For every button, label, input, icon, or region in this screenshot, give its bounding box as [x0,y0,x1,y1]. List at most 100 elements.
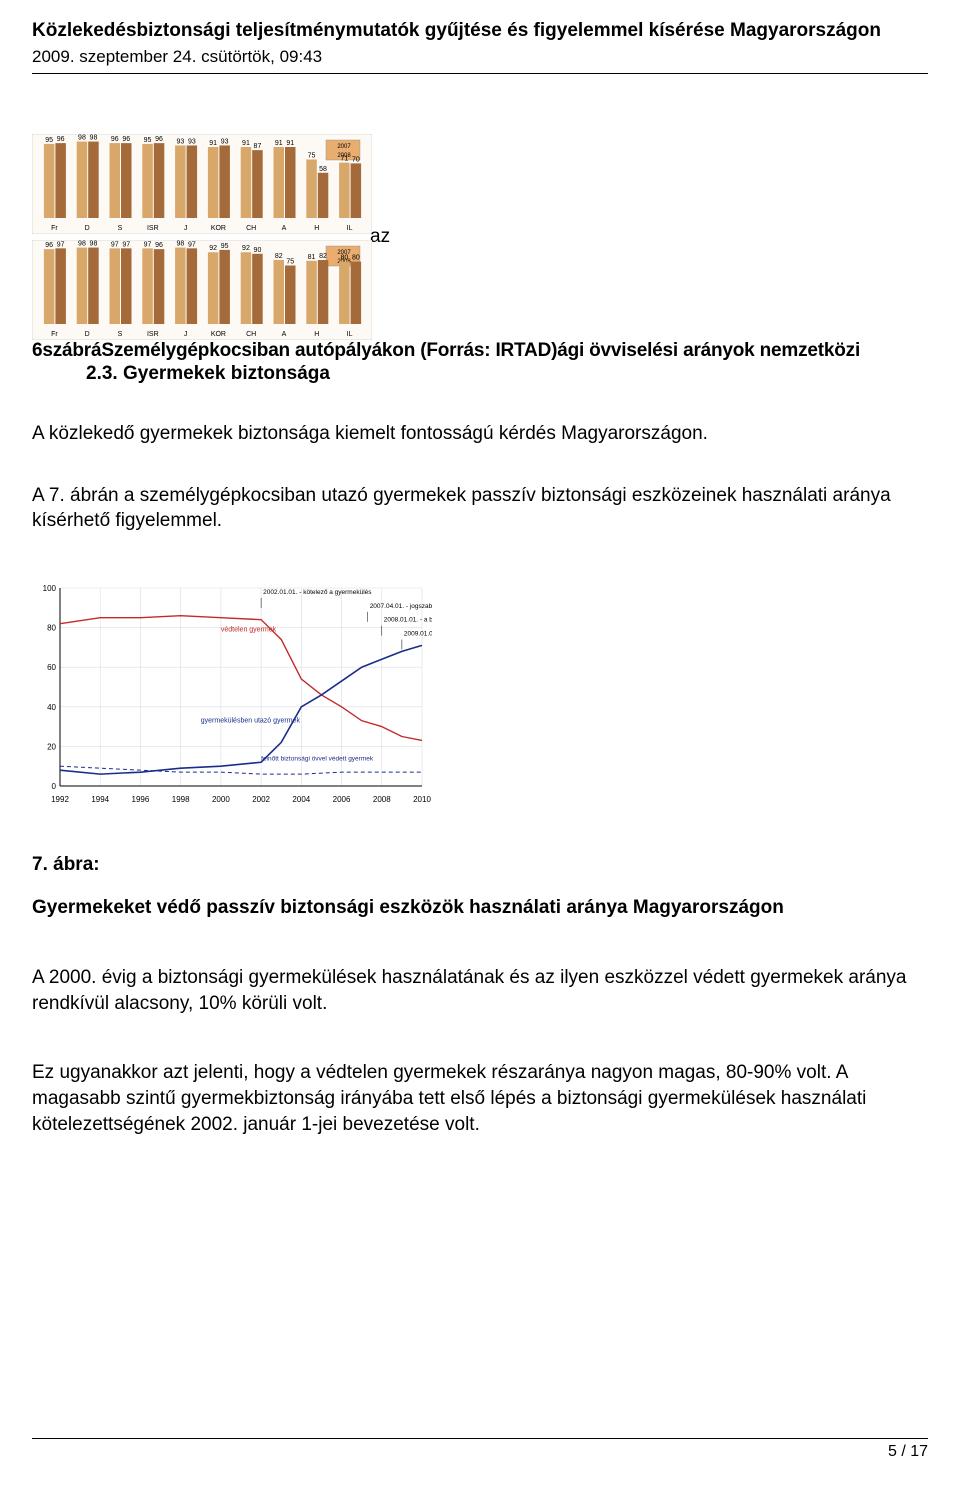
svg-text:97: 97 [144,241,152,248]
svg-text:A: A [282,331,287,338]
svg-text:96: 96 [122,136,130,143]
svg-text:97: 97 [111,241,119,248]
svg-text:91: 91 [242,140,250,147]
svg-text:70: 70 [352,156,360,163]
svg-text:D: D [85,225,90,232]
svg-text:2009.01.01. - a jóváhagyási re: 2009.01.01. - a jóváhagyási rendszer szi… [404,630,432,637]
svg-text:H: H [314,225,319,232]
page-title: Közlekedésbiztonsági teljesítménymutatók… [32,18,928,44]
svg-text:97: 97 [188,241,196,248]
bar-chart-top-container: 200720089596Fr9898D9696S9596ISR9393J9193… [32,134,372,234]
svg-text:IL: IL [347,331,353,338]
svg-text:58: 58 [319,165,327,172]
figure-7-label: 7. ábra: [32,852,928,878]
svg-text:2007.04.01. - jogszabály válto: 2007.04.01. - jogszabály változás [370,603,432,610]
svg-text:100: 100 [43,584,57,593]
svg-text:H: H [314,331,319,338]
paragraph-2: A 7. ábrán a személygépkocsiban utazó gy… [32,483,928,534]
svg-text:CH: CH [246,331,256,338]
svg-text:CH: CH [246,225,256,232]
svg-text:felnőtt biztonsági övvel védet: felnőtt biztonsági övvel védett gyermek [261,755,374,762]
paragraph-4: Ez ugyanakkor azt jelenti, hogy a védtel… [32,1060,928,1137]
svg-text:92: 92 [242,245,250,252]
svg-text:1992: 1992 [51,795,69,804]
svg-text:J: J [184,225,188,232]
svg-text:IL: IL [347,225,353,232]
svg-text:gyermekülésben utazó gyermek: gyermekülésben utazó gyermek [201,717,301,724]
svg-text:98: 98 [176,240,184,247]
svg-text:82: 82 [319,253,327,260]
svg-text:2002.01.01. - kötelező a gyerm: 2002.01.01. - kötelező a gyermekülés [263,589,372,596]
figure-7-title: Gyermekeket védő passzív biztonsági eszk… [32,895,928,921]
paragraph-1: A közlekedő gyermekek biztonsága kiemelt… [32,421,928,447]
svg-text:75: 75 [286,258,294,265]
bar-chart-bottom-container: 200720089697Fr9898D9797S9796ISR9897J9295… [32,240,372,340]
svg-text:91: 91 [286,140,294,147]
svg-text:96: 96 [111,136,119,143]
section-heading-2-3: 2.3. Gyermekek biztonsága [86,361,928,387]
svg-text:95: 95 [221,242,229,249]
footer-divider [32,1438,928,1439]
svg-text:91: 91 [275,140,283,147]
svg-text:97: 97 [122,241,130,248]
svg-text:81: 81 [308,253,316,260]
svg-text:98: 98 [78,134,86,141]
svg-text:93: 93 [221,138,229,145]
svg-text:82: 82 [275,253,283,260]
svg-text:2000: 2000 [212,795,230,804]
svg-text:Fr: Fr [51,331,58,338]
svg-text:40: 40 [47,703,56,712]
svg-text:96: 96 [155,136,163,143]
svg-text:KOR: KOR [211,225,226,232]
svg-text:S: S [118,225,123,232]
svg-text:2002: 2002 [252,795,270,804]
svg-text:ISR: ISR [147,225,159,232]
paragraph-3: A 2000. évig a biztonsági gyermekülések … [32,965,928,1016]
svg-text:96: 96 [155,242,163,249]
svg-text:80: 80 [340,254,348,261]
svg-text:95: 95 [45,136,53,143]
svg-text:98: 98 [90,134,98,141]
svg-text:Fr: Fr [51,225,58,232]
page-number: 5 / 17 [32,1441,928,1463]
overlap-caption-1: 6szábráSzemélygépkocsiban autópályákon (… [32,338,928,364]
svg-text:A: A [282,225,287,232]
svg-text:védtelen gyermek: védtelen gyermek [221,626,277,633]
svg-text:93: 93 [188,138,196,145]
svg-text:90: 90 [254,246,262,253]
svg-text:96: 96 [45,242,53,249]
svg-text:1996: 1996 [132,795,150,804]
overlap-noise-text: az [370,224,390,250]
svg-text:60: 60 [47,663,56,672]
svg-text:0: 0 [52,782,57,791]
svg-text:80: 80 [352,254,360,261]
svg-text:75: 75 [308,152,316,159]
svg-text:2010: 2010 [413,795,431,804]
svg-text:87: 87 [254,143,262,150]
svg-text:2008: 2008 [373,795,391,804]
svg-text:2007: 2007 [337,144,351,150]
svg-text:98: 98 [90,240,98,247]
svg-text:20: 20 [47,742,56,751]
svg-text:KOR: KOR [211,331,226,338]
svg-text:2006: 2006 [333,795,351,804]
svg-text:92: 92 [209,245,217,252]
svg-text:2004: 2004 [292,795,310,804]
svg-text:80: 80 [47,623,56,632]
svg-text:1994: 1994 [91,795,109,804]
svg-text:2008.01.01. - a büntetőpont re: 2008.01.01. - a büntetőpont rendszer szi… [384,616,432,623]
svg-text:97: 97 [57,241,65,248]
bar-chart-top: 200720089596Fr9898D9696S9596ISR9393J9193… [32,134,372,234]
svg-text:1998: 1998 [172,795,190,804]
svg-text:71: 71 [340,155,348,162]
svg-text:96: 96 [57,136,65,143]
line-chart-fig7: 0 20 40 60 80 100 1992 1994 1996 1998 2000 2002 2004… [32,578,432,808]
svg-text:95: 95 [144,136,152,143]
bar-chart-bottom: 200720089697Fr9898D9797S9796ISR9897J9295… [32,240,372,340]
svg-text:98: 98 [78,240,86,247]
page-footer: 5 / 17 [32,1438,928,1463]
svg-text:ISR: ISR [147,331,159,338]
svg-text:D: D [85,331,90,338]
svg-text:93: 93 [176,138,184,145]
page-date: 2009. szeptember 24. csütörtök, 09:43 [32,46,928,69]
